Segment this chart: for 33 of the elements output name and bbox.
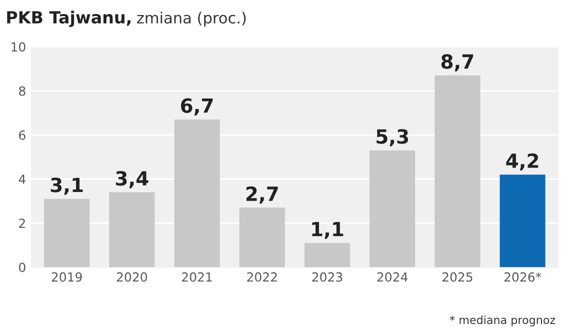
x-tick-label: 2021	[182, 272, 212, 282]
text: * mediana prognoz	[450, 316, 556, 326]
chart-subtitle: zmiana (proc.)	[137, 12, 246, 27]
x-tick-label: 2025	[442, 272, 472, 282]
x-tick-label: 2019	[52, 272, 82, 282]
y-tick-label: 6	[19, 130, 26, 140]
data-label: 5,3	[376, 129, 408, 146]
data-label: 1,1	[312, 222, 344, 239]
x-tick-label: 2026*	[504, 272, 542, 282]
bar	[500, 174, 546, 268]
data-label: 3,4	[116, 170, 148, 188]
bar	[434, 75, 480, 268]
bar	[304, 242, 350, 268]
y-tick-label: 10	[12, 42, 26, 52]
bar	[44, 198, 90, 268]
data-label: 2,7	[246, 186, 278, 204]
x-tick-label: 2022	[247, 272, 277, 282]
x-tick-label: 2020	[116, 272, 148, 282]
bar	[109, 192, 155, 268]
y-tick-label: 4	[18, 174, 26, 184]
data-label: 8,7	[441, 54, 474, 72]
data-label: 6,7	[181, 98, 213, 116]
bar	[174, 120, 220, 268]
y-tick-label: 8	[19, 86, 26, 96]
chart-title: PKB Tajwanu,	[7, 10, 130, 27]
bar	[370, 150, 416, 268]
y-tick-label: 2	[19, 218, 25, 228]
bar	[239, 208, 285, 268]
x-tick-label: 2024	[377, 272, 408, 282]
data-label: 4,2	[506, 153, 538, 171]
x-tick-label: 2023	[312, 272, 342, 282]
y-tick-label: 0	[19, 262, 26, 272]
data-label: 3,1	[50, 178, 83, 195]
